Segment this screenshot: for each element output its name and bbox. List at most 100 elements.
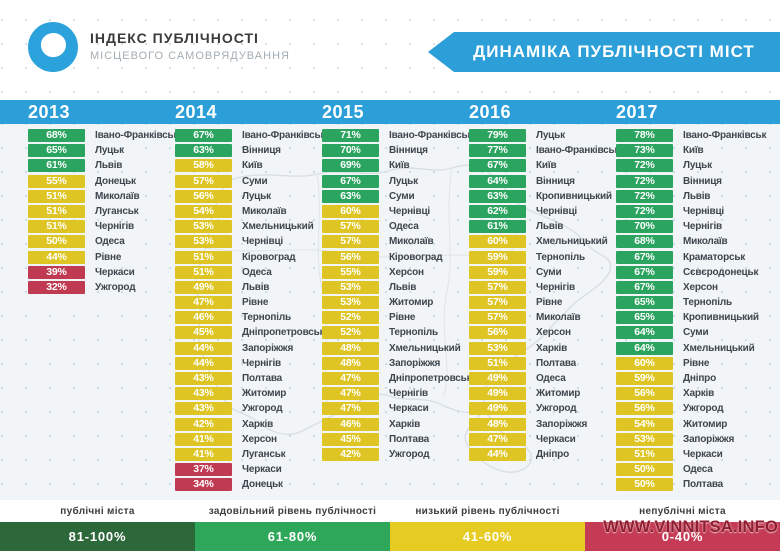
score-badge: 78% [616, 129, 673, 142]
score-badge: 49% [469, 402, 526, 416]
score-badge: 45% [175, 326, 232, 340]
city-row: 63% Суми [322, 189, 469, 203]
city-row: 42% Ужгород [322, 447, 469, 461]
score-badge: 47% [175, 296, 232, 310]
city-name: Вінниця [242, 145, 281, 157]
city-name: Сєвєродонецьк [683, 266, 759, 278]
year-label-2013: 2013 [28, 102, 71, 122]
score-badge: 60% [322, 204, 379, 218]
city-row: 45% Полтава [322, 432, 469, 446]
city-row: 43% Полтава [175, 372, 322, 385]
city-row: 72% Чернівці [616, 204, 763, 218]
score-badge: 34% [175, 478, 232, 492]
score-badge: 56% [175, 189, 232, 203]
city-name: Полтава [683, 479, 724, 491]
city-name: Тернопіль [389, 327, 438, 339]
score-badge: 53% [175, 220, 232, 234]
city-name: Чернігів [242, 357, 282, 369]
city-name: Рівне [95, 251, 122, 263]
city-row: 65% Тернопіль [616, 296, 763, 310]
score-badge: 60% [616, 356, 673, 370]
score-badge: 42% [175, 417, 232, 431]
score-badge: 44% [469, 447, 526, 461]
score-badge: 54% [616, 417, 673, 431]
city-row: 55% Херсон [322, 265, 469, 279]
city-name: Київ [536, 160, 557, 172]
city-row: 51% Миколаїв [28, 189, 175, 203]
year-label-2017: 2017 [616, 102, 659, 122]
score-badge: 47% [322, 387, 379, 401]
city-name: Рівне [683, 357, 710, 369]
city-row: 54% Миколаїв [175, 204, 322, 218]
score-badge: 47% [322, 402, 379, 416]
city-name: Краматорськ [683, 251, 746, 263]
city-name: Луганськ [95, 205, 139, 217]
city-name: Херсон [242, 433, 277, 445]
score-badge: 47% [322, 372, 379, 385]
score-badge: 69% [322, 159, 379, 173]
city-name: Житомир [389, 297, 434, 309]
city-name: Чернівці [389, 205, 430, 217]
city-name: Хмельницький [242, 221, 314, 233]
city-name: Кропивницький [536, 190, 612, 202]
city-name: Черкаси [95, 266, 135, 278]
city-row: 67% Івано-Франківськ [175, 129, 325, 142]
city-name: Миколаїв [95, 190, 140, 202]
city-name: Черкаси [683, 448, 723, 460]
score-badge: 41% [175, 432, 232, 446]
city-name: Чернівці [536, 205, 577, 217]
city-row: 49% Ужгород [469, 402, 616, 416]
score-badge: 43% [175, 372, 232, 385]
legend-segment-1: 61-80% [195, 522, 390, 551]
column-2014: 67% Івано-Франківськ 63% Вінниця 58% Київ 57% С… [175, 129, 325, 494]
city-row: 59% Дніпро [616, 372, 763, 385]
city-row: 61% Львів [28, 159, 175, 173]
city-row: 48% Запоріжжя [322, 356, 469, 370]
city-row: 60% Рівне [616, 356, 763, 370]
city-name: Одеса [95, 236, 125, 248]
score-badge: 64% [616, 326, 673, 340]
city-name: Харків [683, 388, 715, 400]
city-row: 56% Кіровоград [322, 250, 469, 264]
legend-label-3: непублічні міста [639, 506, 726, 517]
city-row: 51% Черкаси [616, 447, 763, 461]
score-badge: 64% [616, 341, 673, 355]
score-badge: 72% [616, 174, 673, 188]
score-badge: 53% [469, 341, 526, 355]
score-badge: 57% [322, 235, 379, 249]
city-name: Донецьк [242, 479, 283, 491]
city-row: 65% Луцьк [28, 144, 175, 158]
city-row: 71% Івано-Франківськ [322, 129, 472, 142]
city-row: 53% Львів [322, 280, 469, 294]
city-row: 37% Черкаси [175, 463, 322, 477]
city-row: 57% Суми [175, 174, 322, 188]
city-name: Луганськ [242, 448, 286, 460]
city-name: Полтава [389, 433, 430, 445]
city-name: Дніпропетровськ [389, 373, 472, 384]
city-name: Херсон [389, 266, 424, 278]
score-badge: 54% [175, 204, 232, 218]
city-name: Луцьк [242, 190, 271, 202]
city-row: 51% Чернігів [28, 220, 175, 234]
score-badge: 72% [616, 189, 673, 203]
city-row: 47% Чернігів [322, 387, 469, 401]
city-name: Івано-Франківськ [683, 130, 767, 141]
city-row: 54% Житомир [616, 417, 763, 431]
column-2015: 71% Івано-Франківськ 70% Вінниця 69% Київ 67% Л… [322, 129, 472, 494]
score-badge: 73% [616, 144, 673, 158]
score-badge: 59% [469, 265, 526, 279]
score-badge: 50% [616, 478, 673, 492]
column-2013: 68% Івано-Франківськ 65% Луцьк 61% Львів 55% До… [28, 129, 178, 494]
score-badge: 48% [322, 356, 379, 370]
city-row: 53% Чернівці [175, 235, 322, 249]
city-name: Чернівці [242, 236, 283, 248]
city-name: Хмельницький [536, 236, 608, 248]
city-name: Рівне [242, 297, 269, 309]
score-badge: 63% [322, 189, 379, 203]
score-badge: 53% [322, 296, 379, 310]
city-row: 47% Рівне [175, 296, 322, 310]
city-name: Луцьк [536, 130, 565, 141]
city-name: Харків [536, 342, 568, 354]
score-badge: 67% [175, 129, 232, 142]
city-row: 50% Одеса [616, 463, 763, 477]
